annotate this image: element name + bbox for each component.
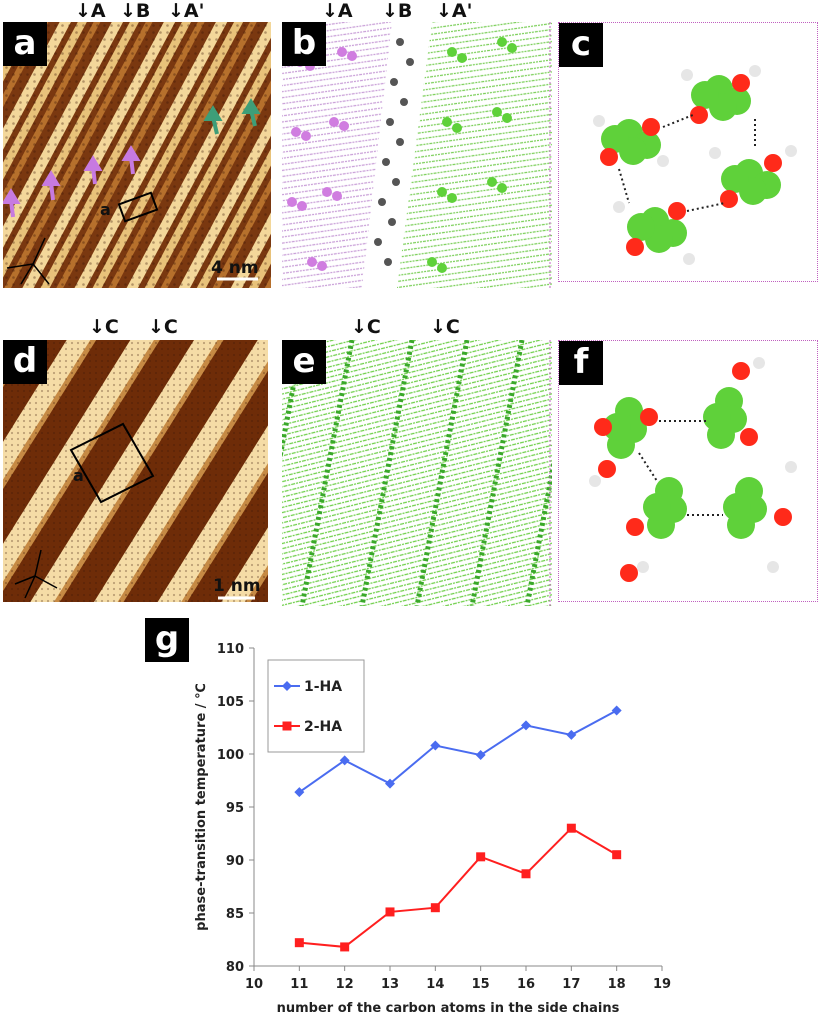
legend-marker-1-HA — [282, 681, 292, 691]
y-axis-label: phase-transition temperature / ℃ — [194, 683, 209, 931]
data-point-2-HA — [340, 942, 350, 952]
marker-b-3: ↓A' — [436, 0, 473, 22]
lattice-label-d: a — [73, 466, 84, 485]
y-tick-label: 110 — [217, 642, 244, 657]
x-axis-label: number of the carbon atoms in the side c… — [277, 1001, 620, 1016]
stm-image-a — [3, 22, 271, 288]
scale-bar-label-a: 4 nm — [211, 258, 259, 278]
phase-transition-chart: 10 11 12 13 14 15 16 17 18 19 80 85 90 95 100 105 110 num… — [194, 642, 671, 1016]
x-tick-label: 17 — [562, 977, 580, 992]
y-tick-label: 80 — [226, 960, 244, 975]
marker-e-1: ↓C — [351, 316, 381, 338]
panel-c-molecule-packing: c — [558, 22, 818, 282]
x-tick-label: 18 — [608, 977, 626, 992]
panel-label-a: a — [3, 22, 47, 66]
x-tick-label: 10 — [245, 977, 263, 992]
data-point-1-HA — [521, 720, 531, 731]
panel-d-stm-image: d a 1 nm — [3, 340, 268, 602]
x-tick-label: 19 — [653, 977, 671, 992]
molecule-packing-f — [589, 357, 797, 582]
y-tick-label: 100 — [217, 748, 244, 763]
y-tick-label: 90 — [226, 854, 244, 869]
legend-box — [267, 659, 365, 753]
marker-e-2: ↓C — [430, 316, 460, 338]
panel-label-g: g — [145, 618, 189, 662]
lattice-label-a: a — [100, 200, 111, 219]
marker-d-1: ↓C — [89, 316, 119, 338]
data-point-2-HA — [521, 869, 531, 879]
marker-b-2: ↓B — [382, 0, 413, 22]
series-line-2-HA — [299, 826, 618, 948]
series-line-1-HA — [298, 709, 618, 793]
panel-a-stm-image: a a 4 nm — [3, 22, 271, 288]
panel-label-b: b — [282, 22, 326, 66]
y-tick-label: 105 — [217, 695, 244, 710]
x-tick-label: 14 — [426, 977, 444, 992]
x-tick-label: 15 — [472, 977, 490, 992]
marker-d-2: ↓C — [148, 316, 178, 338]
data-point-1-HA — [385, 778, 395, 789]
data-point-1-HA — [566, 729, 577, 740]
panel-f-molecule-packing: f — [558, 340, 818, 602]
data-point-2-HA — [476, 852, 486, 862]
panel-label-e: e — [282, 340, 326, 384]
x-tick-label: 12 — [336, 977, 354, 992]
data-point-1-HA — [294, 787, 305, 798]
data-point-2-HA — [385, 907, 395, 917]
data-point-2-HA — [294, 938, 304, 948]
stm-image-d — [3, 340, 268, 602]
panel-label-d: d — [3, 340, 47, 384]
x-tick-label: 16 — [517, 977, 535, 992]
panel-e-molecular-model: e — [282, 340, 552, 606]
y-tick-label: 95 — [226, 801, 244, 816]
x-tick-label: 13 — [381, 977, 399, 992]
scale-bar-label-d: 1 nm — [213, 576, 261, 596]
data-point-1-HA — [475, 750, 486, 761]
data-point-1-HA — [611, 705, 622, 716]
data-point-2-HA — [430, 903, 440, 913]
marker-b-1: ↓A — [322, 0, 353, 22]
molecule-packing-c — [593, 65, 797, 265]
panel-b-molecular-model: b — [282, 22, 552, 288]
panel-label-f: f — [559, 341, 603, 385]
x-tick-label: 11 — [290, 977, 308, 992]
marker-a-3: ↓A' — [168, 0, 205, 22]
molecular-model-b — [282, 22, 552, 288]
molecular-model-e — [282, 340, 552, 606]
data-point-2-HA — [612, 850, 622, 860]
y-tick-label: 85 — [226, 907, 244, 922]
legend-marker-2-HA — [282, 721, 292, 731]
marker-a-2: ↓B — [120, 0, 151, 22]
legend-label-1-HA: 1-HA — [304, 679, 342, 695]
data-point-1-HA — [339, 755, 350, 766]
data-point-1-HA — [430, 740, 441, 751]
panel-label-c: c — [559, 23, 603, 67]
marker-a-1: ↓A — [75, 0, 106, 22]
legend-label-2-HA: 2-HA — [304, 719, 342, 735]
data-point-2-HA — [566, 823, 576, 833]
